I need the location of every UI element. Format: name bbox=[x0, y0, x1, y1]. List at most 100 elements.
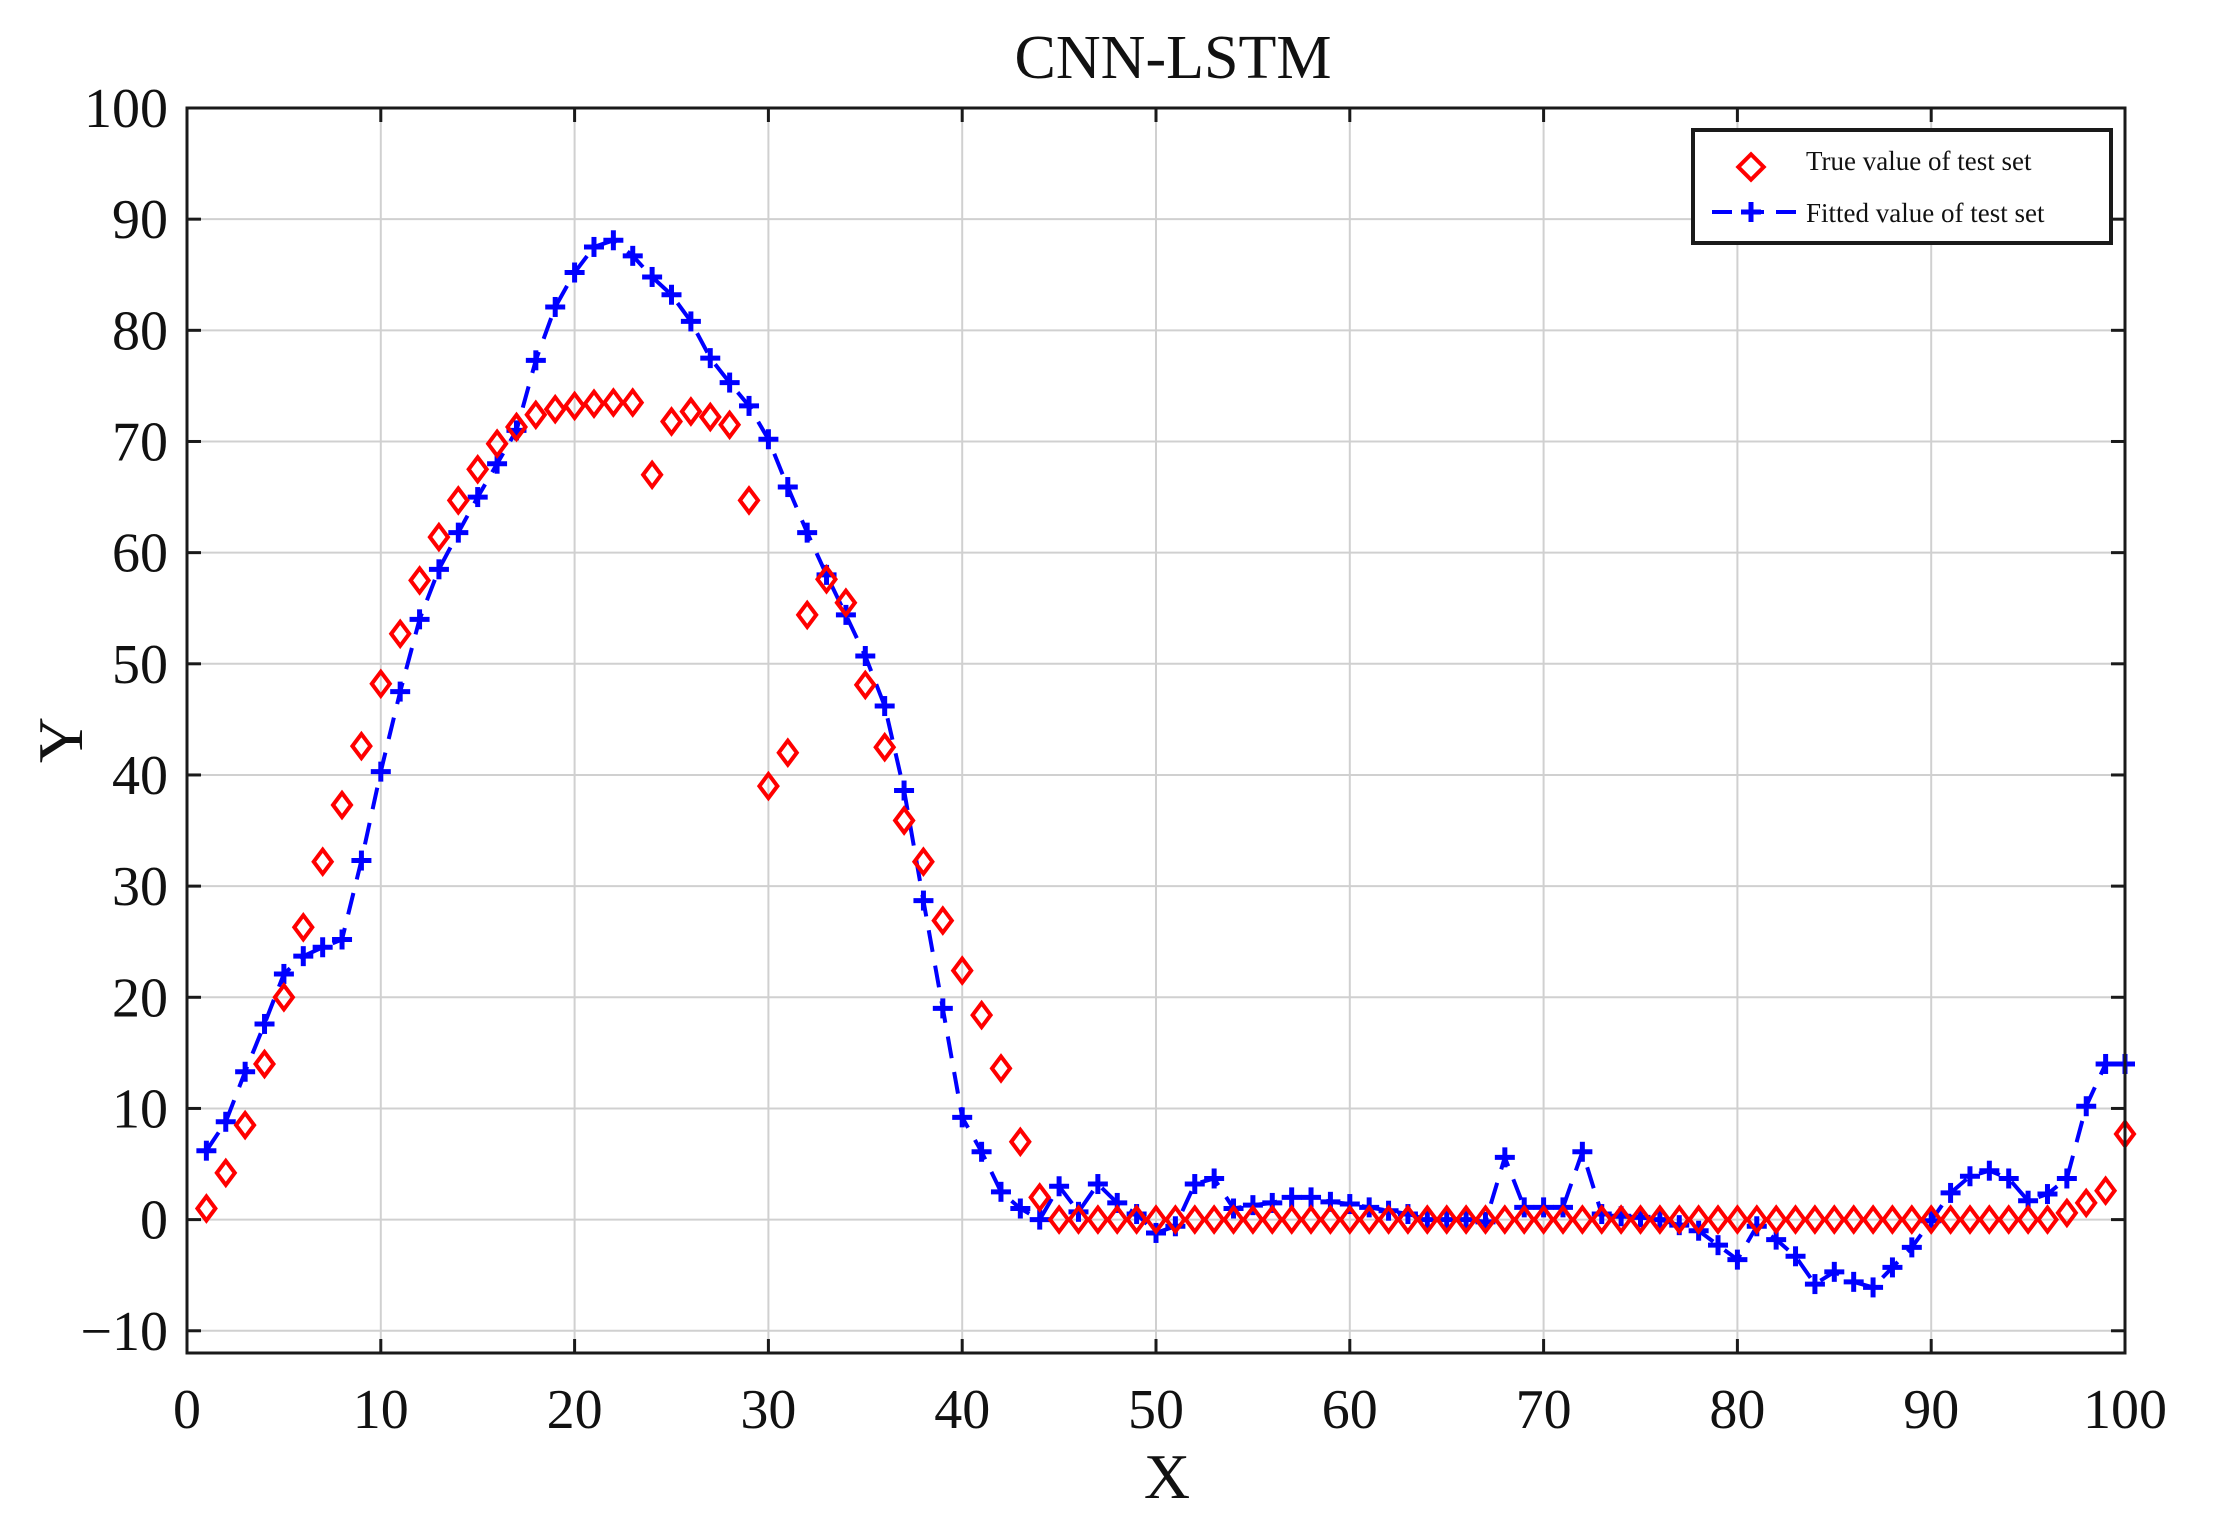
true-point bbox=[1706, 1204, 1730, 1235]
y-tick-label: 80 bbox=[112, 300, 168, 362]
fitted-point bbox=[1727, 1249, 1748, 1270]
fitted-series-line bbox=[204, 238, 2125, 1290]
true-point bbox=[1202, 1204, 1226, 1235]
x-tick-label: 90 bbox=[1903, 1379, 1959, 1441]
true-point bbox=[601, 387, 625, 418]
true-point bbox=[718, 409, 742, 441]
true-point bbox=[989, 1053, 1013, 1084]
true-point bbox=[1570, 1204, 1594, 1235]
x-tick-labels: 0 10 20 30 40 50 60 70 80 90 100 bbox=[173, 1379, 2167, 1441]
series-fitted bbox=[196, 230, 2135, 1298]
x-tick-label: 10 bbox=[353, 1379, 409, 1441]
true-point bbox=[1067, 1204, 1090, 1235]
fitted-point bbox=[370, 761, 391, 782]
true-point bbox=[272, 981, 296, 1013]
true-point bbox=[408, 565, 432, 596]
true-point bbox=[795, 599, 819, 631]
true-point bbox=[1260, 1204, 1284, 1235]
fitted-point bbox=[1029, 1209, 1050, 1230]
true-point bbox=[1435, 1204, 1459, 1235]
true-point bbox=[1784, 1204, 1807, 1235]
true-point bbox=[1977, 1204, 2001, 1235]
fitted-point bbox=[2076, 1096, 2097, 1117]
true-point bbox=[1318, 1204, 1342, 1235]
fitted-point bbox=[1572, 1141, 1593, 1162]
true-point bbox=[873, 731, 897, 763]
grid-lines bbox=[187, 108, 2125, 1353]
y-tick-label: 30 bbox=[112, 856, 168, 918]
fitted-point bbox=[235, 1061, 256, 1082]
fitted-point bbox=[332, 929, 353, 950]
true-point bbox=[1803, 1204, 1827, 1235]
legend-label-true: True value of test set bbox=[1806, 146, 2032, 176]
true-point bbox=[1377, 1204, 1401, 1235]
fitted-point bbox=[1339, 1194, 1360, 1215]
true-point bbox=[388, 618, 412, 650]
fitted-point bbox=[1979, 1160, 2000, 1181]
fitted-point bbox=[680, 311, 701, 332]
true-point bbox=[1958, 1204, 1982, 1235]
legend-label-fitted: Fitted value of test set bbox=[1806, 198, 2045, 228]
true-point bbox=[1667, 1204, 1691, 1235]
true-point bbox=[446, 485, 470, 516]
fitted-point bbox=[2095, 1053, 2116, 1074]
true-point bbox=[931, 905, 955, 936]
legend-box bbox=[1691, 128, 2113, 245]
fitted-point bbox=[390, 681, 411, 702]
fitted-point bbox=[971, 1141, 992, 1162]
true-point bbox=[950, 955, 974, 986]
fitted-point bbox=[874, 696, 895, 717]
fitted-point bbox=[777, 477, 798, 498]
true-point bbox=[214, 1157, 238, 1189]
true-point bbox=[349, 730, 373, 762]
true-point bbox=[1590, 1204, 1614, 1235]
fitted-point bbox=[467, 487, 488, 508]
legend-plus-marker bbox=[1741, 202, 1761, 222]
fitted-point bbox=[642, 266, 663, 287]
x-tick-label: 20 bbox=[547, 1379, 603, 1441]
fitted-point bbox=[1785, 1246, 1806, 1267]
fitted-point bbox=[448, 522, 469, 543]
true-point bbox=[834, 587, 858, 619]
true-point bbox=[505, 411, 528, 443]
true-point bbox=[1687, 1204, 1711, 1235]
fitted-point bbox=[1959, 1166, 1980, 1187]
true-point bbox=[2074, 1187, 2098, 1219]
y-tick-label: −10 bbox=[80, 1301, 168, 1363]
fitted-point bbox=[1824, 1261, 1845, 1282]
true-point bbox=[1532, 1204, 1556, 1235]
legend: True value of test set Fitted value of t… bbox=[1691, 128, 2113, 245]
y-tick-label: 60 bbox=[112, 523, 168, 585]
y-tick-labels: −10 0 10 20 30 40 50 60 70 80 90 100 bbox=[80, 78, 168, 1363]
fitted-point bbox=[1804, 1274, 1825, 1295]
fitted-point bbox=[428, 559, 449, 580]
series-true bbox=[194, 387, 2137, 1235]
true-point bbox=[892, 805, 916, 836]
fitted-point bbox=[583, 236, 604, 257]
true-point bbox=[1357, 1204, 1381, 1235]
true-point bbox=[1222, 1204, 1245, 1235]
true-point bbox=[1861, 1204, 1885, 1235]
true-point bbox=[1512, 1204, 1536, 1235]
true-point bbox=[698, 401, 722, 433]
x-axis-label: X bbox=[1144, 1441, 1190, 1512]
fitted-point bbox=[254, 1013, 275, 1034]
y-tick-label: 40 bbox=[112, 745, 168, 807]
true-point bbox=[543, 393, 567, 425]
fitted-point bbox=[758, 429, 779, 450]
fitted-point bbox=[1049, 1176, 1070, 1197]
true-point bbox=[582, 388, 606, 420]
true-point bbox=[311, 846, 335, 878]
true-point bbox=[2094, 1175, 2118, 1207]
y-tick-label: 50 bbox=[112, 634, 168, 696]
fitted-point bbox=[700, 348, 721, 369]
fitted-point bbox=[1863, 1277, 1884, 1298]
plot-frame bbox=[185, 106, 2127, 1355]
fitted-point bbox=[273, 963, 294, 984]
true-point bbox=[1008, 1126, 1032, 1158]
true-point bbox=[1299, 1204, 1323, 1235]
true-point bbox=[427, 521, 451, 553]
true-point bbox=[291, 911, 315, 943]
fitted-point bbox=[855, 646, 876, 667]
true-point bbox=[756, 770, 780, 802]
